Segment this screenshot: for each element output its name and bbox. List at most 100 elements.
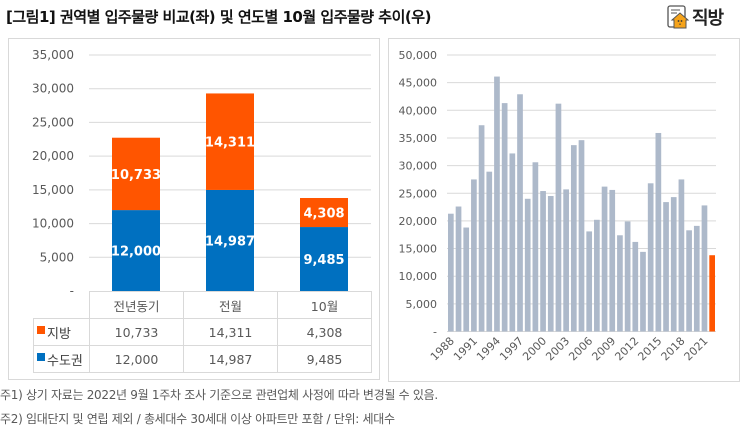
y-tick-label: 20,000 [399, 215, 438, 228]
table-value-cell: 10,733 [89, 318, 184, 346]
bar-current-year [709, 255, 716, 332]
bar-year [463, 227, 470, 332]
bar-year [624, 221, 631, 332]
bar-year [555, 103, 562, 332]
y-tick-label: 45,000 [399, 77, 438, 90]
x-tick-label: 1988 [428, 334, 457, 363]
table-value-cell: 14,987 [183, 345, 278, 373]
data-label: 14,987 [205, 234, 255, 249]
bar-year [678, 179, 685, 332]
y-tick-label: 5,000 [406, 298, 438, 311]
bar-year [532, 162, 539, 332]
x-tick-label: 2000 [520, 334, 549, 363]
bar-segment-regional [112, 137, 160, 211]
y-tick-label: 30,000 [32, 82, 74, 96]
y-tick-label: - [433, 326, 437, 339]
bar-year [540, 191, 546, 332]
y-tick-label: 10,000 [399, 270, 438, 283]
legend-label: 지방 [47, 326, 71, 342]
legend-swatch [37, 353, 45, 361]
data-label: 10,733 [111, 168, 161, 183]
footnote-2: 주2) 임대단지 및 연립 제외 / 총세대수 30세대 이상 아파트만 포함 … [0, 412, 395, 426]
y-tick-label: 25,000 [32, 115, 74, 129]
regional-stacked-bar-chart: - 5,000 10,000 15,000 20,000 25,000 30,000 35,0… [32, 48, 371, 298]
x-tick-label: 2009 [589, 334, 618, 363]
bar-year [647, 183, 654, 332]
x-tick-label: 2006 [566, 334, 595, 363]
y-tick-label: 15,000 [32, 183, 74, 197]
data-label: 14,311 [205, 136, 255, 151]
x-tick-label: 2012 [612, 334, 641, 363]
y-tick-label: 50,000 [399, 49, 438, 62]
legend-label: 수도권 [47, 353, 83, 369]
y-tick-label: 10,000 [32, 217, 74, 231]
x-tick-label: 2021 [682, 334, 711, 363]
bar-segment-capital [112, 210, 160, 291]
x-tick-label: 1991 [451, 334, 480, 363]
bar-year [686, 230, 692, 332]
table-value-cell: 14,311 [183, 318, 278, 346]
legend-swatch [37, 326, 45, 334]
bar-year [601, 186, 608, 332]
bar-year [594, 219, 600, 332]
figure-title: [그림1] 권역별 입주물량 비교(좌) 및 연도별 10월 입주물량 추이(우… [6, 8, 431, 26]
bar-year [663, 202, 669, 332]
y-tick-label: 20,000 [32, 149, 74, 163]
bar-segment-capital [300, 227, 348, 291]
bar-year [586, 231, 593, 332]
x-tick-label: 1994 [474, 334, 503, 363]
y-tick-label: 40,000 [399, 104, 438, 117]
data-label: 4,308 [303, 207, 344, 222]
bar-year [632, 241, 639, 332]
y-tick-label: 15,000 [399, 243, 438, 256]
legend-entry: 수도권 [33, 345, 90, 373]
bar-year [609, 189, 616, 332]
brand-name: 직방 [692, 8, 724, 29]
bar-year [509, 153, 516, 332]
bar-year [701, 205, 708, 332]
y-tick-label: - [70, 284, 74, 298]
table-header-cell: 10월 [277, 291, 372, 319]
bar-year [617, 235, 623, 332]
bar-year [655, 132, 662, 332]
bar-year [578, 140, 585, 332]
data-label: 9,485 [303, 253, 344, 268]
bar-year [640, 251, 646, 332]
bar-year [547, 196, 554, 332]
bar-year [486, 171, 493, 332]
bar-year [524, 198, 531, 332]
bar-segment-regional [300, 197, 348, 228]
y-tick-label: 30,000 [399, 160, 438, 173]
bar-year [478, 125, 485, 332]
table-value-cell: 12,000 [89, 345, 184, 373]
y-tick-label: 25,000 [399, 187, 438, 200]
bar-year [517, 94, 523, 332]
house-logo-icon [667, 5, 689, 29]
y-tick-label: 5,000 [40, 250, 74, 264]
footnote-1: 주1) 상기 자료는 2022년 9월 1주차 조사 기준으로 관련업체 사정에… [0, 388, 438, 402]
x-tick-label: 2003 [543, 334, 572, 363]
y-tick-label: 35,000 [399, 132, 438, 145]
x-tick-label: 2015 [635, 334, 664, 363]
table-value-cell: 9,485 [277, 345, 372, 373]
data-label: 12,000 [111, 245, 161, 260]
table-header-cell: 전년동기 [89, 291, 184, 319]
bar-year [570, 145, 577, 332]
table-header-cell: 전월 [183, 291, 278, 319]
bar-year [501, 103, 508, 332]
x-tick-label: 1997 [497, 334, 526, 363]
brand-logo: 직방 [667, 4, 724, 30]
legend-entry: 지방 [33, 318, 90, 346]
bar-year [471, 179, 477, 332]
table-value-cell: 4,308 [277, 318, 372, 346]
y-tick-label: 35,000 [32, 48, 74, 62]
bar-year [563, 189, 569, 332]
bar-year [693, 225, 700, 332]
bar-segment-regional [206, 93, 254, 190]
bar-year [494, 76, 500, 332]
bar-year [455, 206, 462, 332]
yearly-october-bar-chart: - 5,000 10,000 15,000 20,000 25,000 30,000 35,0… [399, 49, 716, 363]
bar-year [447, 213, 454, 332]
bar-year [670, 197, 677, 332]
x-tick-label: 2018 [659, 334, 688, 363]
